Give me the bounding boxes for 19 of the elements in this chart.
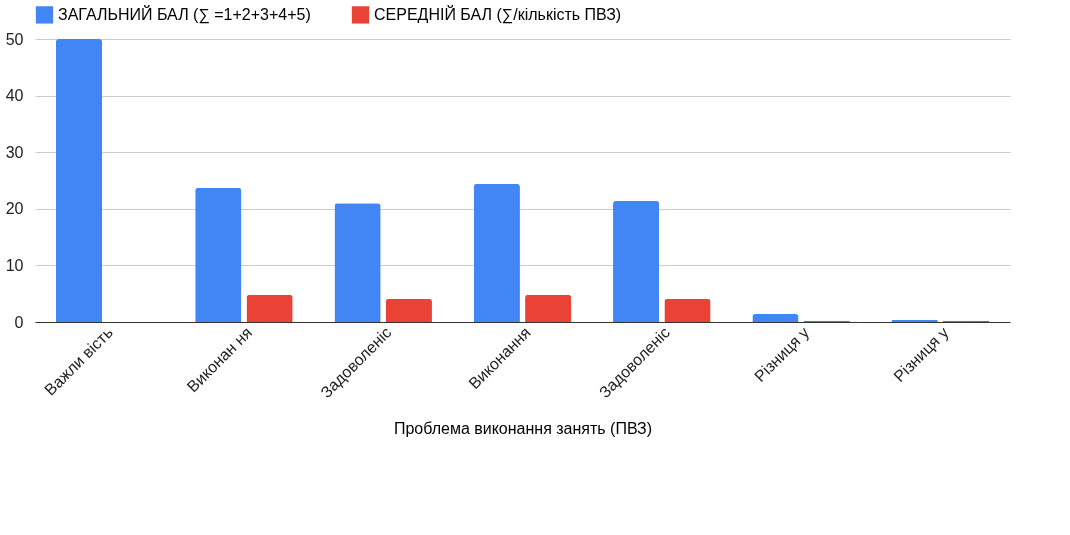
bar (334, 203, 381, 322)
bar (246, 294, 293, 322)
y-tick-label: 0 (14, 313, 24, 331)
legend-label: ЗАГАЛЬНИЙ БАЛ (∑ =1+2+3+4+5) (58, 4, 311, 24)
bar (525, 294, 572, 322)
bar (664, 298, 711, 322)
y-tick-label: 40 (5, 87, 24, 105)
y-tick-label: 30 (5, 143, 24, 161)
y-tick-label: 10 (5, 256, 24, 274)
bar (55, 39, 103, 322)
bar (195, 187, 242, 322)
bar (613, 200, 660, 322)
y-tick-label: 50 (5, 30, 24, 48)
bar (473, 183, 520, 322)
bar (385, 298, 432, 322)
x-axis-title: Проблема виконання занять (ПВЗ) (393, 420, 653, 438)
legend-label: СЕРЕДНІЙ БАЛ (∑/кількість ПВЗ) (374, 4, 622, 24)
bar (752, 314, 799, 322)
y-tick-label: 20 (5, 200, 24, 218)
